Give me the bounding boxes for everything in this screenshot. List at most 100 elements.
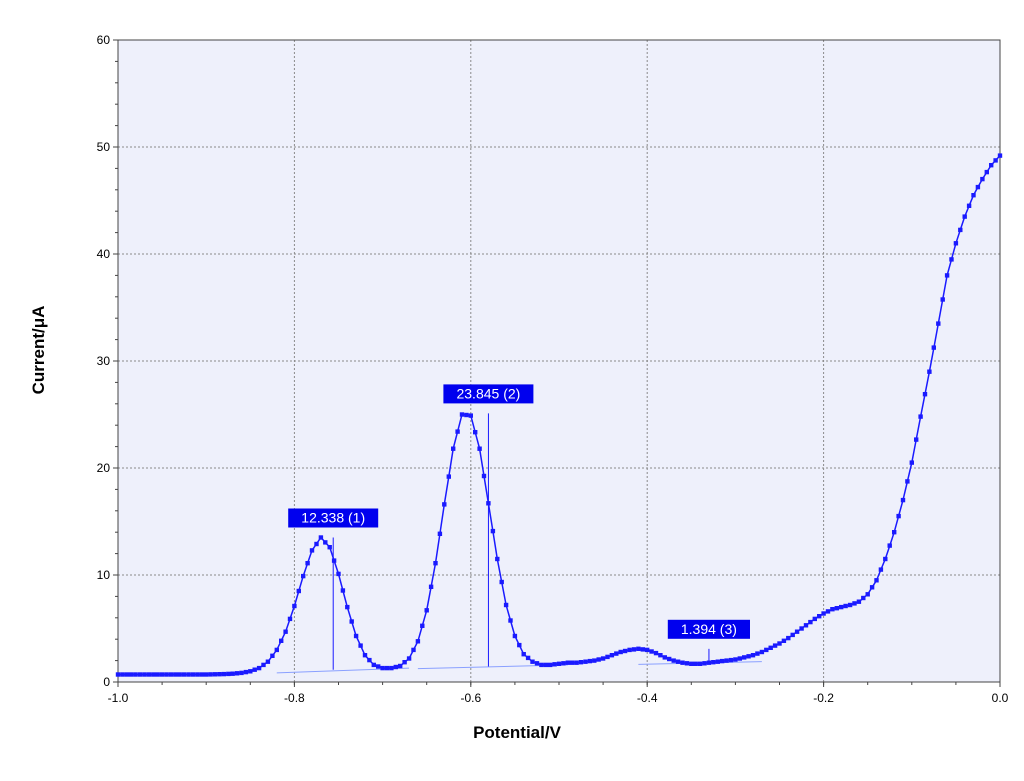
data-point — [362, 653, 368, 658]
data-point — [834, 606, 839, 611]
data-point — [865, 592, 870, 597]
data-point — [525, 655, 531, 661]
x-tick-label: -0.8 — [284, 691, 305, 705]
data-point — [993, 158, 998, 163]
y-tick-label: 20 — [97, 461, 111, 475]
data-point — [887, 543, 892, 548]
x-tick-label: -0.6 — [460, 691, 481, 705]
data-point — [133, 672, 138, 677]
data-point — [614, 651, 619, 656]
data-point — [600, 656, 606, 661]
data-point — [720, 658, 725, 664]
y-tick-label: 40 — [97, 247, 111, 261]
data-point — [799, 626, 804, 631]
data-point — [728, 657, 734, 663]
data-point — [971, 193, 976, 198]
data-point — [309, 548, 315, 553]
data-point — [389, 665, 394, 671]
data-point — [142, 672, 147, 677]
data-point — [428, 584, 434, 589]
data-point — [675, 659, 681, 664]
data-point — [508, 618, 513, 623]
data-point — [900, 497, 906, 503]
data-point — [759, 649, 765, 655]
data-point — [909, 460, 914, 465]
data-point — [234, 671, 240, 676]
data-point — [190, 672, 196, 677]
data-point — [667, 656, 672, 662]
data-point — [442, 502, 447, 507]
data-point — [327, 545, 332, 550]
data-point — [177, 672, 182, 677]
data-point — [777, 641, 782, 646]
data-point — [821, 611, 826, 616]
data-point — [287, 616, 293, 622]
data-point — [918, 414, 923, 419]
data-point — [199, 672, 204, 677]
data-point — [212, 672, 218, 677]
data-point — [768, 645, 773, 650]
data-point — [204, 672, 209, 677]
data-point — [129, 672, 134, 677]
data-point — [115, 672, 121, 677]
peak-label-box — [288, 508, 379, 528]
data-point — [120, 672, 125, 677]
data-point — [874, 578, 879, 583]
data-point — [252, 667, 257, 672]
data-point — [155, 672, 160, 677]
data-point — [159, 672, 165, 677]
data-point — [574, 660, 579, 665]
data-point — [517, 642, 522, 648]
data-point — [168, 672, 174, 677]
data-point — [790, 632, 795, 638]
data-point — [931, 345, 936, 350]
data-point — [265, 659, 271, 664]
data-point — [495, 556, 500, 562]
data-point — [843, 603, 848, 609]
data-point — [499, 579, 504, 585]
data-point — [411, 647, 416, 653]
data-point — [772, 643, 778, 648]
data-point — [181, 672, 187, 677]
data-point — [455, 429, 460, 434]
data-point — [653, 650, 659, 656]
data-point — [349, 619, 354, 624]
data-point — [989, 163, 994, 168]
data-point — [966, 203, 972, 208]
data-point — [345, 604, 350, 610]
data-point — [503, 602, 509, 608]
data-point — [958, 227, 963, 233]
data-point — [878, 567, 884, 572]
data-point — [376, 664, 381, 669]
y-tick-label: 50 — [97, 140, 111, 154]
data-point — [468, 413, 473, 418]
data-point — [914, 437, 919, 442]
data-point — [146, 672, 152, 677]
data-point — [794, 629, 800, 634]
data-point — [578, 660, 584, 665]
data-point — [746, 654, 751, 659]
peak-labels: 12.338 (1) 23.845 (2) 1.394 (3) — [288, 384, 750, 639]
data-point — [949, 257, 954, 262]
x-axis-ticks: -1.0 -0.8 -0.6 -0.4 -0.2 0.0 — [108, 682, 1009, 705]
data-point — [825, 609, 831, 614]
data-point — [618, 649, 623, 655]
data-point — [953, 241, 959, 246]
data-point — [283, 629, 288, 634]
data-point — [353, 633, 359, 639]
data-point — [556, 661, 562, 666]
data-point — [239, 670, 244, 676]
data-point — [622, 648, 628, 654]
data-point — [693, 661, 698, 666]
data-point — [459, 412, 465, 417]
data-point — [296, 588, 301, 594]
x-tick-label: -0.2 — [813, 691, 834, 705]
data-point — [323, 540, 328, 545]
y-tick-label: 0 — [103, 675, 110, 689]
peak-label: 12.338 (1) — [301, 510, 365, 526]
data-point — [261, 662, 266, 668]
data-point — [922, 392, 928, 397]
y-tick-label: 30 — [97, 354, 111, 368]
data-point — [856, 599, 862, 604]
